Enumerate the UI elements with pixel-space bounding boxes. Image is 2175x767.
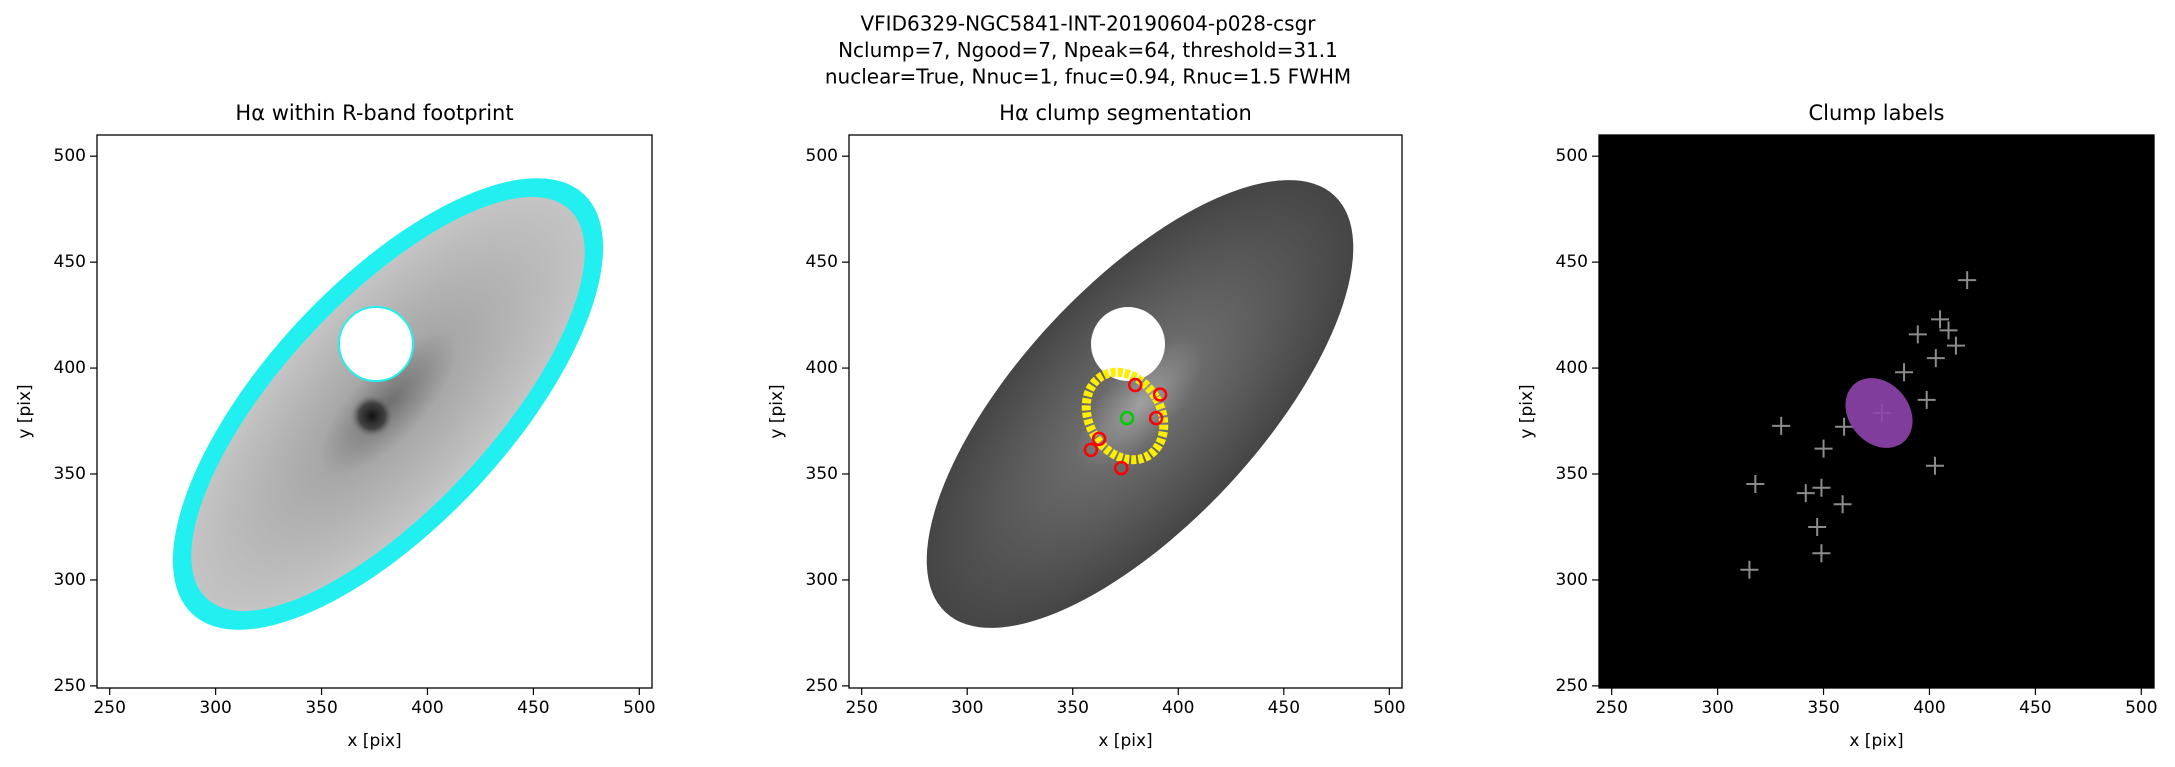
x-tick-label: 400 <box>1162 698 1194 718</box>
y-tick-label: 250 <box>54 676 86 696</box>
peak-marker <box>1814 439 1833 458</box>
y-tick-label: 500 <box>1556 146 1588 166</box>
x-tick-label: 350 <box>305 698 337 718</box>
y-tick-label: 350 <box>54 464 86 484</box>
axes-frame <box>1598 134 2155 689</box>
figure-title: nuclear=True, Nnuc=1, fnuc=0.94, Rnuc=1.… <box>825 65 1351 89</box>
x-tick-label: 500 <box>1373 698 1405 718</box>
clump-marker <box>1114 460 1129 476</box>
clump-marker <box>1127 377 1143 393</box>
x-tick-label: 350 <box>1807 698 1839 718</box>
y-tick-label: 250 <box>806 676 838 696</box>
peak-marker <box>1939 321 1958 340</box>
peak-marker <box>1926 349 1945 368</box>
image-content <box>172 178 1354 630</box>
clump-marker <box>1148 410 1164 426</box>
y-tick-label: 500 <box>806 146 838 166</box>
peak-marker <box>1908 325 1927 344</box>
x-tick-label: 300 <box>199 698 231 718</box>
x-axis-label: x [pix] <box>347 731 401 751</box>
peak-marker <box>1946 336 1965 355</box>
peak-marker <box>1835 417 1854 436</box>
x-tick-label: 250 <box>1595 698 1627 718</box>
y-axis-label: y [pix] <box>15 384 35 438</box>
y-tick-label: 350 <box>806 464 838 484</box>
peak-marker <box>1925 456 1944 475</box>
x-tick-label: 450 <box>517 698 549 718</box>
x-tick-label: 350 <box>1057 698 1089 718</box>
clump-marker <box>1083 442 1099 458</box>
axes-frame <box>848 134 1403 689</box>
peak-marker <box>1772 416 1791 435</box>
y-tick-label: 450 <box>1556 252 1588 272</box>
y-tick-label: 350 <box>1556 464 1588 484</box>
peak-marker <box>1895 363 1914 382</box>
x-tick-label: 450 <box>1268 698 1300 718</box>
figure-title: VFID6329-NGC5841-INT-20190604-p028-csgr <box>860 12 1316 36</box>
figure-title: Nclump=7, Ngood=7, Npeak=64, threshold=3… <box>838 38 1338 62</box>
x-tick-label: 250 <box>93 698 125 718</box>
y-tick-label: 250 <box>1556 676 1588 696</box>
y-tick-label: 300 <box>54 570 86 590</box>
y-axis-label: y [pix] <box>767 384 787 438</box>
panel-title: Hα clump segmentation <box>999 101 1252 125</box>
label-map <box>1845 378 1913 448</box>
panel-title: Hα within R-band footprint <box>235 101 513 125</box>
peak-marker <box>1740 560 1759 579</box>
peak-marker <box>1917 390 1936 409</box>
peak-marker <box>1833 495 1852 514</box>
y-tick-label: 450 <box>806 252 838 272</box>
peak-marker <box>1808 517 1827 536</box>
y-tick-label: 300 <box>1556 570 1588 590</box>
clump-marker <box>1091 431 1107 447</box>
x-tick-label: 400 <box>1913 698 1945 718</box>
x-axis-label: x [pix] <box>1849 731 1903 751</box>
clump-marker <box>1152 387 1168 402</box>
peak-marker <box>1746 474 1765 493</box>
x-tick-label: 500 <box>2125 698 2157 718</box>
x-tick-label: 300 <box>1701 698 1733 718</box>
x-axis-label: x [pix] <box>1098 731 1152 751</box>
y-tick-label: 300 <box>806 570 838 590</box>
panel-title: Clump labels <box>1809 101 1945 125</box>
y-tick-label: 450 <box>54 252 86 272</box>
peak-marker <box>1812 478 1831 497</box>
y-axis-label: y [pix] <box>1517 384 1537 438</box>
axes-frame <box>96 134 653 689</box>
clump-marker <box>1119 410 1135 426</box>
y-tick-label: 500 <box>54 146 86 166</box>
x-tick-label: 250 <box>845 698 877 718</box>
x-tick-label: 400 <box>411 698 443 718</box>
x-tick-label: 450 <box>2019 698 2051 718</box>
x-tick-label: 500 <box>623 698 655 718</box>
peak-marker <box>1931 310 1950 329</box>
peak-marker <box>1812 544 1831 563</box>
y-tick-label: 400 <box>1556 358 1588 378</box>
x-tick-label: 300 <box>951 698 983 718</box>
y-tick-label: 400 <box>806 358 838 378</box>
y-tick-label: 400 <box>54 358 86 378</box>
peak-marker <box>1958 271 1977 290</box>
peak-marker <box>1796 484 1815 503</box>
